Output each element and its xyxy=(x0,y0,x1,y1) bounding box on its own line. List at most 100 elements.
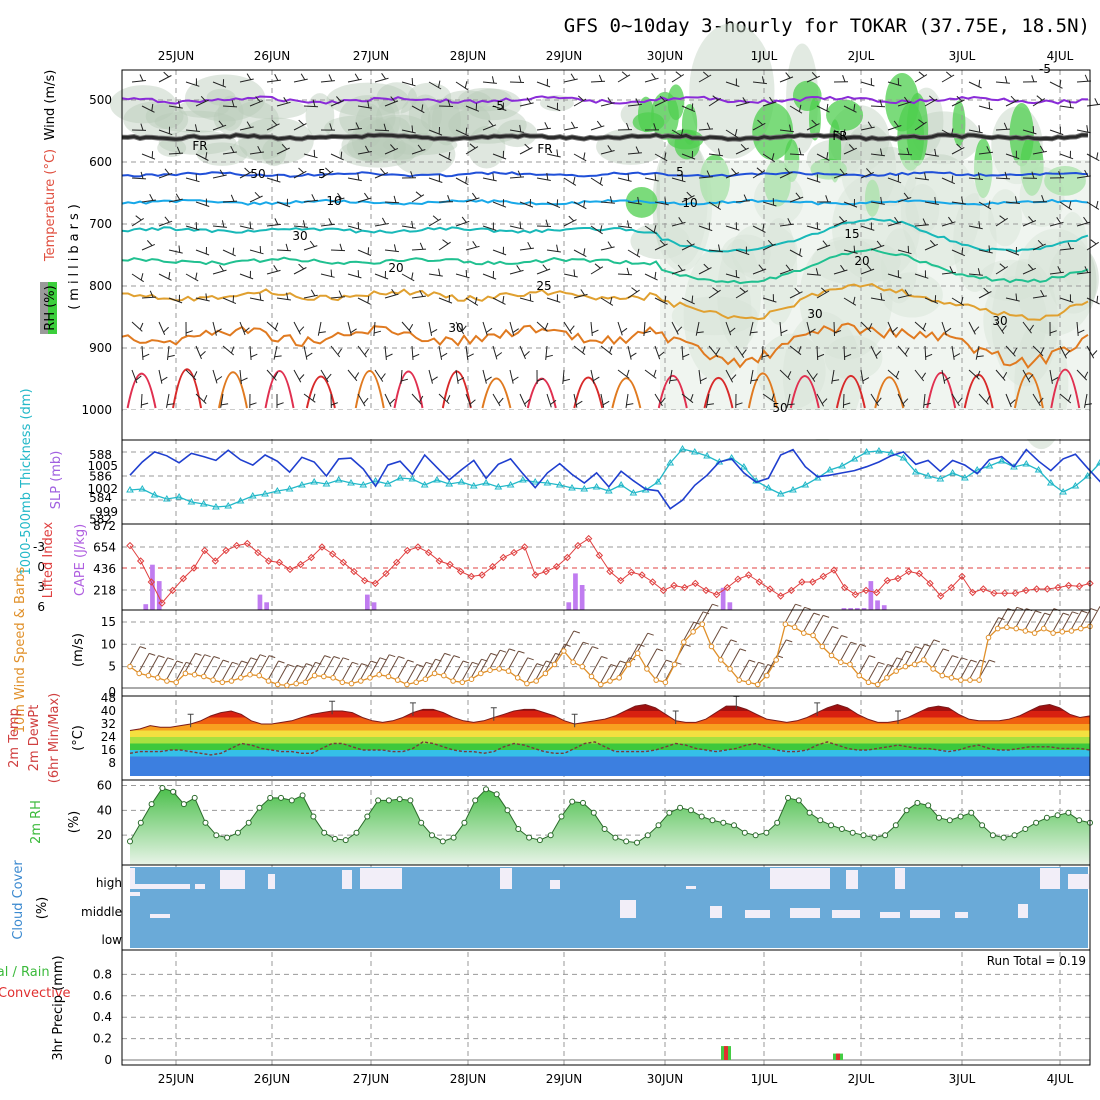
rh-point xyxy=(817,817,824,824)
wind-speed-point xyxy=(819,643,826,650)
upper-wind-barb xyxy=(330,345,341,358)
li-point xyxy=(734,575,742,583)
wind-speed-point xyxy=(616,675,623,681)
li-point xyxy=(883,576,892,585)
upper-wind-barb xyxy=(465,297,479,306)
upper-wind-barb xyxy=(438,105,454,107)
upper-wind-barb-flag xyxy=(140,123,144,131)
li-point xyxy=(904,567,913,576)
upper-wind-barb xyxy=(239,126,254,131)
cape-tick-label: 218 xyxy=(93,584,116,598)
upper-wind-barb-flag xyxy=(419,242,424,250)
upper-wind-barb xyxy=(185,273,199,282)
upper-wind-barb-flag xyxy=(630,352,637,358)
wind-barb xyxy=(378,654,390,673)
upper-wind-barb-flag xyxy=(492,173,495,181)
cloud-gap xyxy=(135,884,190,889)
rh-point xyxy=(580,799,586,806)
slp-tick-label: 1002 xyxy=(87,482,118,496)
cloud-gap xyxy=(895,868,905,889)
upper-wind-barb xyxy=(627,249,641,258)
upper-wind-barb xyxy=(779,223,794,227)
upper-wind-barb xyxy=(978,249,993,254)
top-date-label: 4JUL xyxy=(1047,49,1074,63)
wind-speed-point xyxy=(801,630,807,636)
rh-point xyxy=(1011,832,1018,839)
thickness-point xyxy=(433,476,441,483)
thickness-point xyxy=(408,475,417,482)
wind-barb xyxy=(452,660,464,680)
upper-wind-barb xyxy=(924,297,939,304)
upper-wind-barb-flag xyxy=(556,244,559,252)
upper-wind-barb-flag xyxy=(240,377,248,382)
wind-speed-point xyxy=(404,681,410,688)
upper-wind-barb-flag xyxy=(976,370,981,378)
wind-speed-point xyxy=(450,678,456,684)
upper-wind-barb xyxy=(968,369,980,380)
upper-wind-barb xyxy=(195,99,209,107)
upper-wind-barb-flag xyxy=(1086,125,1089,133)
cloud-gap xyxy=(342,870,352,889)
rh-shade xyxy=(109,85,177,124)
upper-wind-barb xyxy=(887,177,902,184)
upper-wind-barb-flag xyxy=(875,350,882,357)
upper-wind-barb-flag xyxy=(1012,347,1018,355)
upper-wind-barb-flag xyxy=(1067,242,1072,250)
upper-wind-barb-flag xyxy=(568,215,575,222)
upper-wind-barb xyxy=(914,224,929,227)
wind-barb-flag xyxy=(666,659,673,663)
rh-shade xyxy=(157,138,187,157)
wind-barb-flag xyxy=(1081,610,1088,614)
upper-wind-barb xyxy=(806,225,821,231)
upper-wind-barb xyxy=(806,123,820,131)
upper-wind-barb-flag xyxy=(703,263,710,270)
contour-label: 50 xyxy=(250,167,265,181)
upper-wind-barb-flag xyxy=(922,218,927,226)
upper-wind-barb xyxy=(968,129,983,134)
upper-wind-barb-flag xyxy=(350,328,357,334)
warm-contour-loop xyxy=(126,372,157,409)
upper-wind-barb xyxy=(482,81,497,84)
thickness-tick-label: 582 xyxy=(89,513,112,527)
upper-wind-barb-flag xyxy=(465,127,468,135)
upper-wind-barb xyxy=(438,345,443,360)
upper-wind-barb xyxy=(600,150,615,155)
wind-speed-point xyxy=(182,670,189,677)
temp-tick-label: 40 xyxy=(101,704,116,718)
upper-wind-barb-flag xyxy=(446,394,451,402)
upper-wind-barb xyxy=(779,76,794,83)
wind-barb xyxy=(1089,606,1100,625)
thickness-axis-label: 1000-500mb Thickness (dm) xyxy=(19,388,34,575)
wind-barb-flag xyxy=(232,661,239,665)
wind-speed-point xyxy=(773,657,780,663)
li-point xyxy=(179,574,188,583)
li-point xyxy=(755,578,764,586)
upper-wind-barb xyxy=(465,146,479,155)
wind-tick-label: 10 xyxy=(101,637,116,651)
upper-wind-barb xyxy=(519,393,527,407)
upper-wind-barb xyxy=(914,177,929,181)
upper-wind-barb-flag xyxy=(339,243,343,251)
upper-wind-barb-flag xyxy=(922,322,927,330)
rh-shade xyxy=(752,102,794,161)
upper-wind-barb-flag xyxy=(1009,399,1016,405)
rh-point xyxy=(245,819,252,826)
top-date-label: 2JUL xyxy=(848,49,875,63)
warm-contour-loop xyxy=(172,368,203,409)
wind-barb xyxy=(295,663,307,682)
wind-barb xyxy=(914,644,926,663)
cape-bar xyxy=(727,602,733,610)
li-point xyxy=(1032,585,1041,593)
wind-barb-flag xyxy=(638,643,645,647)
upper-wind-barb-flag xyxy=(230,194,235,202)
thickness-point xyxy=(936,475,945,482)
upper-wind-barb-flag xyxy=(518,75,522,83)
upper-wind-barb xyxy=(347,177,362,182)
wind-speed-point xyxy=(145,672,152,679)
upper-wind-barb xyxy=(924,153,939,157)
thickness-point xyxy=(236,497,245,504)
wind-barb-flag xyxy=(462,660,470,664)
upper-wind-barb-flag xyxy=(758,264,764,271)
rh-point xyxy=(536,837,543,844)
upper-wind-barb xyxy=(374,273,389,280)
